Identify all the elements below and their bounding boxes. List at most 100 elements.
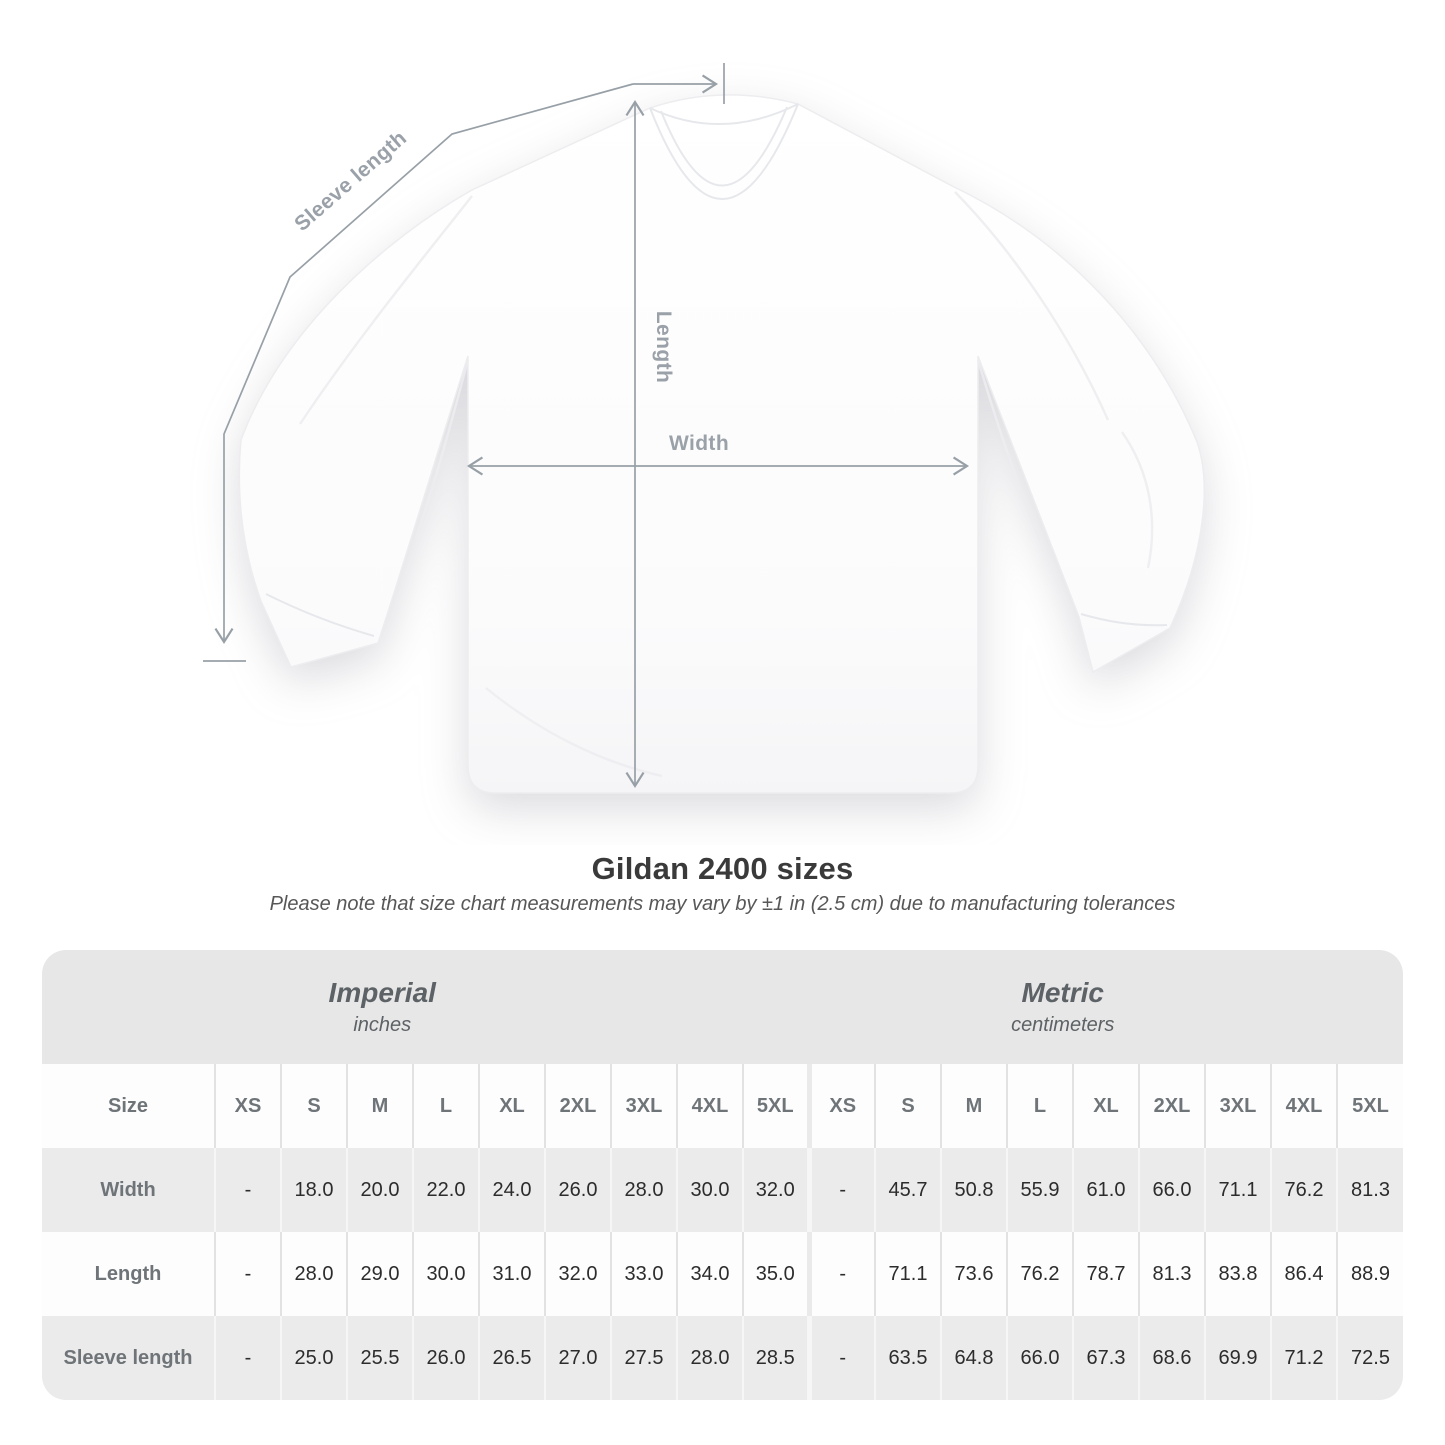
measurement-cell-metric: 88.9 (1336, 1232, 1403, 1316)
measurement-cell-metric: 55.9 (1006, 1148, 1073, 1232)
measurement-cell-metric: 71.2 (1270, 1316, 1337, 1400)
measurement-cell-metric: 63.5 (874, 1316, 941, 1400)
size-col-header-imperial: XL (478, 1064, 545, 1148)
table-row: Width -18.0 20.0 22.0 24.0 26.0 28.0 30.0 32.0-4… (42, 1148, 1403, 1232)
size-col-header-imperial: 3XL (610, 1064, 677, 1148)
size-col-header-metric: 5XL (1336, 1064, 1403, 1148)
size-chart-note: Please note that size chart measurements… (269, 893, 1176, 915)
measurement-cell-imperial: 30.0 (676, 1148, 743, 1232)
measurement-cell-imperial: 28.5 (742, 1316, 809, 1400)
shirt-silhouette (238, 94, 1205, 794)
size-col-header-imperial: S (280, 1064, 347, 1148)
measurement-cell-metric: 64.8 (940, 1316, 1007, 1400)
collar-inner-seam (660, 106, 788, 187)
imperial-unit: inches (353, 1014, 412, 1036)
measurement-cell-metric: 71.1 (1204, 1148, 1271, 1232)
measurement-cell-imperial: - (214, 1316, 281, 1400)
measurement-cell-imperial: 24.0 (478, 1148, 545, 1232)
measurement-cell-imperial: 35.0 (742, 1232, 809, 1316)
measurement-cell-metric: 86.4 (1270, 1232, 1337, 1316)
size-col-header-metric: M (940, 1064, 1007, 1148)
measurement-cell-imperial: 27.0 (544, 1316, 611, 1400)
measurement-cell-metric: - (806, 1316, 875, 1400)
measurement-cell-imperial: 25.0 (280, 1316, 347, 1400)
row-label: Sleeve length (63, 1346, 193, 1369)
size-col-header-metric: L (1006, 1064, 1073, 1148)
fabric-fold (976, 359, 1042, 541)
measurement-cell-metric: 61.0 (1072, 1148, 1139, 1232)
right-cuff-seam (1080, 613, 1168, 627)
size-col-header-imperial: XS (214, 1064, 281, 1148)
measurement-cell-imperial: - (214, 1148, 281, 1232)
measurement-cell-imperial: 28.0 (280, 1232, 347, 1316)
size-col-header-metric: 4XL (1270, 1064, 1337, 1148)
table-row: Sleeve length -25.0 25.5 26.0 26.5 27.0 27.5 28… (42, 1316, 1403, 1400)
size-header-label: Size (107, 1094, 149, 1117)
size-chart-table: Imperial inches Metric centimeters Size X… (42, 950, 1403, 1400)
measurement-cell-metric: 76.2 (1270, 1148, 1337, 1232)
measurement-cell-imperial: 34.0 (676, 1232, 743, 1316)
measurement-cell-metric: 50.8 (940, 1148, 1007, 1232)
collar-outer-seam (649, 103, 799, 200)
measurement-cell-metric: 78.7 (1072, 1232, 1139, 1316)
measurement-cell-imperial: 25.5 (346, 1316, 413, 1400)
measurements-table: Size XS S M L XL 2XL 3XL 4XL 5XL XS S M L XL 2XL 3XL 4XL 5… (42, 1064, 1403, 1400)
width-arrow: Width (466, 432, 970, 476)
fabric-fold (414, 359, 470, 539)
measurement-cell-imperial: 26.0 (412, 1316, 479, 1400)
measurement-cell-metric: 68.6 (1138, 1316, 1205, 1400)
metric-title: Metric (1021, 977, 1104, 1008)
sleeve-length-label: Sleeve length (290, 126, 411, 236)
measurement-cell-metric: 81.3 (1336, 1148, 1403, 1232)
measurement-cell-imperial: 32.0 (742, 1148, 809, 1232)
imperial-title: Imperial (328, 977, 436, 1008)
size-col-header-metric: S (874, 1064, 941, 1148)
measurement-cell-imperial: 26.0 (544, 1148, 611, 1232)
table-row: Length -28.0 29.0 30.0 31.0 32.0 33.0 34.0 35.0-… (42, 1232, 1403, 1316)
imperial-group-header: Imperial inches (42, 950, 723, 1064)
fabric-fold (299, 195, 473, 425)
measurement-cell-imperial: 28.0 (676, 1316, 743, 1400)
measurement-cell-imperial: 26.5 (478, 1316, 545, 1400)
fabric-fold (954, 191, 1110, 421)
size-col-header-metric: XL (1072, 1064, 1139, 1148)
measurement-cell-metric: 45.7 (874, 1148, 941, 1232)
page-title: Gildan 2400 sizes (591, 851, 854, 886)
measurement-cell-imperial: 27.5 (610, 1316, 677, 1400)
metric-group-header: Metric centimeters (723, 950, 1404, 1064)
measurement-cell-imperial: 31.0 (478, 1232, 545, 1316)
collar-back-seam (649, 103, 799, 126)
measurement-cell-metric: 69.9 (1204, 1316, 1271, 1400)
measurement-cell-metric: 81.3 (1138, 1232, 1205, 1316)
measurement-cell-metric: 83.8 (1204, 1232, 1271, 1316)
unit-group-band: Imperial inches Metric centimeters (42, 950, 1403, 1064)
length-label: Length (652, 311, 675, 383)
size-col-header-metric: 2XL (1138, 1064, 1205, 1148)
width-label: Width (669, 432, 729, 455)
size-col-header-imperial: 4XL (676, 1064, 743, 1148)
measurement-cell-metric: 66.0 (1006, 1316, 1073, 1400)
size-col-header-metric: 3XL (1204, 1064, 1271, 1148)
measurement-cell-metric: 76.2 (1006, 1232, 1073, 1316)
size-col-header-metric: XS (806, 1064, 875, 1148)
size-col-header-imperial: 2XL (544, 1064, 611, 1148)
measurement-cell-imperial: 32.0 (544, 1232, 611, 1316)
measurement-cell-imperial: 28.0 (610, 1148, 677, 1232)
length-arrow: Length (625, 99, 675, 789)
size-col-header-imperial: L (412, 1064, 479, 1148)
measurement-cell-imperial: 18.0 (280, 1148, 347, 1232)
row-label: Width (100, 1178, 156, 1201)
row-label: Length (94, 1262, 162, 1285)
measurement-cell-imperial: - (214, 1232, 281, 1316)
measurement-cell-metric: 72.5 (1336, 1316, 1403, 1400)
measurement-cell-metric: 71.1 (874, 1232, 941, 1316)
measurement-cell-metric: - (806, 1148, 875, 1232)
measurement-cell-imperial: 20.0 (346, 1148, 413, 1232)
measurement-cell-metric: 66.0 (1138, 1148, 1205, 1232)
size-col-header-imperial: M (346, 1064, 413, 1148)
measurement-cell-imperial: 22.0 (412, 1148, 479, 1232)
measurement-cell-imperial: 30.0 (412, 1232, 479, 1316)
measurement-cell-metric: 67.3 (1072, 1316, 1139, 1400)
size-col-header-imperial: 5XL (742, 1064, 809, 1148)
